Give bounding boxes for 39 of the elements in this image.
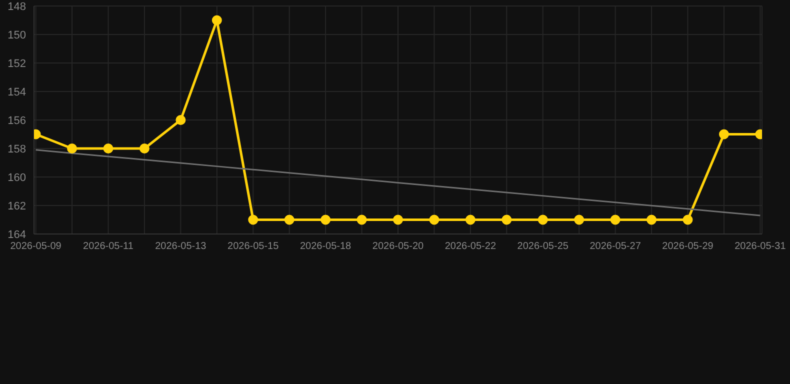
y-tick-label: 148 bbox=[8, 0, 26, 13]
point bbox=[320, 214, 331, 225]
point bbox=[538, 214, 548, 225]
point bbox=[574, 214, 584, 225]
x-tick-label: 2026-05-29 bbox=[662, 241, 714, 252]
x-tick-label: 2026-05-20 bbox=[372, 241, 424, 252]
point bbox=[465, 214, 476, 225]
y-tick-label: 154 bbox=[8, 86, 26, 98]
point bbox=[718, 129, 729, 140]
x-tick-label: 2026-05-22 bbox=[444, 241, 496, 252]
y-tick-label: 150 bbox=[8, 29, 26, 42]
point bbox=[103, 144, 114, 154]
point bbox=[502, 214, 512, 225]
point bbox=[646, 214, 657, 225]
x-tick-label: 2026-05-13 bbox=[155, 241, 207, 252]
point bbox=[248, 214, 258, 225]
y-tick-label: 156 bbox=[8, 114, 26, 127]
x-tick-label: 2026-05-31 bbox=[734, 241, 786, 252]
point bbox=[284, 214, 294, 225]
y-tick-label: 162 bbox=[8, 200, 26, 212]
x-tick-label: 2026-05-15 bbox=[228, 241, 280, 252]
x-tick-label: 2026-05-25 bbox=[517, 241, 569, 252]
point bbox=[682, 214, 693, 225]
point bbox=[610, 214, 620, 225]
x-tick-label: 2026-05-11 bbox=[83, 241, 134, 252]
point bbox=[356, 214, 367, 225]
x-tick-label: 2026-05-27 bbox=[590, 241, 642, 252]
x-tick-label: 2026-05-09 bbox=[10, 241, 62, 252]
y-tick-label: 158 bbox=[8, 143, 26, 156]
point bbox=[212, 15, 222, 26]
y-tick-label: 164 bbox=[8, 228, 26, 241]
point bbox=[176, 115, 186, 125]
point bbox=[67, 144, 78, 154]
y-tick-label: 152 bbox=[8, 58, 26, 70]
y-tick-label: 160 bbox=[8, 172, 26, 184]
point bbox=[429, 214, 440, 225]
x-tick-label: 2026-05-18 bbox=[300, 241, 352, 252]
point bbox=[139, 144, 150, 154]
point bbox=[393, 214, 403, 225]
